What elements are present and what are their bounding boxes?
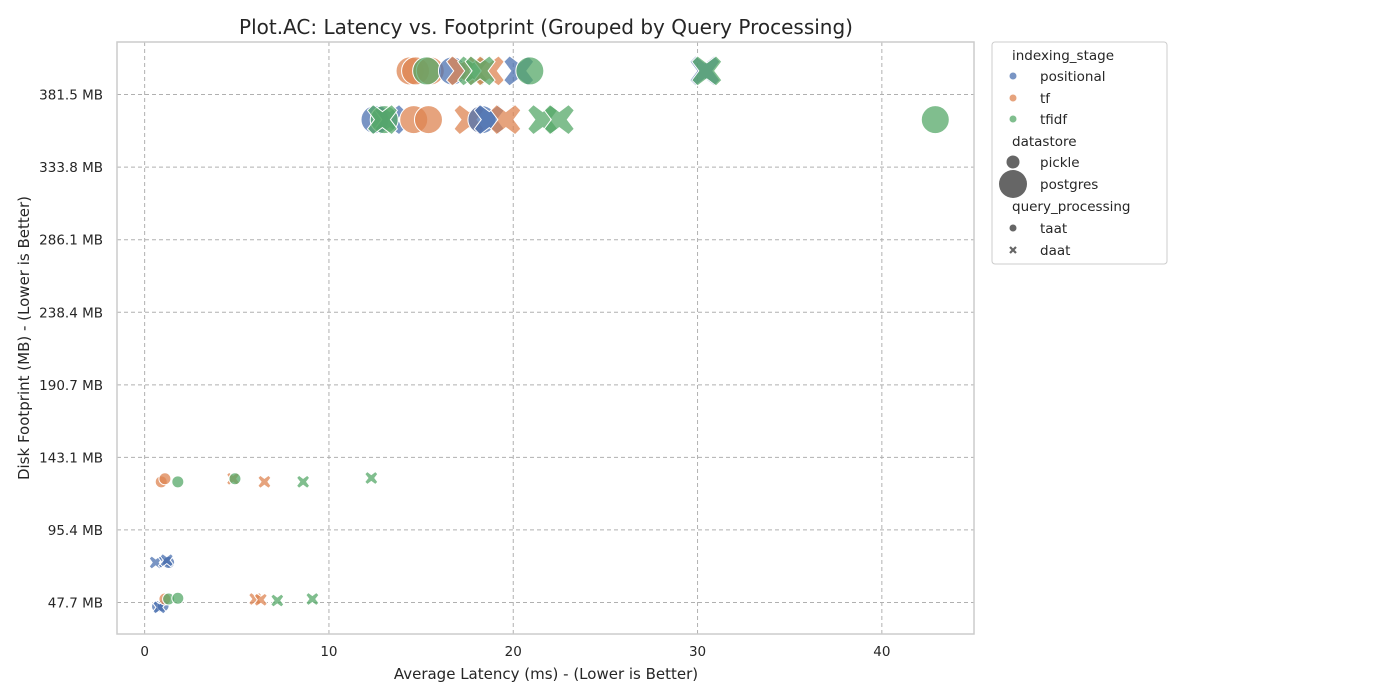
x-tick-label: 30 [689, 644, 706, 660]
legend-marker-postgres [999, 170, 1027, 198]
y-tick-label: 190.7 MB [39, 378, 103, 394]
y-axis-ticks: 47.7 MB 95.4 MB 143.1 MB 190.7 MB 238.4 MB 28… [39, 88, 103, 612]
legend-title-query-processing: query_processing [1012, 199, 1130, 215]
legend-marker-pickle [1006, 155, 1020, 169]
data-point [413, 105, 443, 135]
legend-label-daat: daat [1040, 243, 1070, 259]
legend-marker-daat [1009, 246, 1017, 254]
data-point [257, 474, 272, 489]
x-tick-label: 0 [140, 644, 149, 660]
plot-frame [116, 41, 975, 635]
data-point [253, 592, 268, 607]
y-tick-label: 286.1 MB [39, 233, 103, 249]
legend-label-taat: taat [1040, 221, 1067, 237]
legend-title-datastore: datastore [1012, 134, 1077, 150]
data-point [366, 103, 399, 136]
data-point [295, 474, 311, 489]
legend-label-positional: positional [1040, 69, 1106, 85]
x-tick-label: 10 [320, 644, 337, 660]
y-tick-label: 47.7 MB [48, 595, 103, 611]
y-tick-label: 95.4 MB [48, 523, 103, 539]
data-points [148, 55, 950, 615]
legend-label-pickle: pickle [1040, 155, 1080, 171]
data-point [543, 103, 575, 136]
chart-title: Plot.AC: Latency vs. Footprint (Grouped … [239, 15, 853, 39]
data-point [171, 475, 185, 489]
legend-label-tfidf: tfidf [1040, 112, 1068, 128]
y-tick-label: 333.8 MB [39, 160, 103, 176]
legend-box [991, 41, 1168, 265]
x-tick-label: 40 [873, 644, 890, 660]
legend-title-indexing-stage: indexing_stage [1012, 48, 1114, 64]
data-point [691, 55, 723, 87]
data-point [412, 56, 442, 86]
data-point [159, 553, 174, 568]
data-point [515, 56, 545, 86]
legend-marker-tf [1009, 94, 1017, 102]
data-point [158, 472, 172, 486]
legend-label-tf: tf [1040, 91, 1051, 107]
legend-marker-tfidf [1009, 115, 1017, 123]
x-tick-label: 20 [505, 644, 522, 660]
x-axis-label: Average Latency (ms) - (Lower is Better) [394, 665, 698, 683]
data-point [305, 591, 320, 607]
data-point [920, 105, 950, 135]
data-point [490, 103, 522, 136]
x-axis-ticks: 0 10 20 30 40 [140, 644, 890, 660]
y-tick-label: 143.1 MB [39, 450, 103, 466]
legend: indexing_stage positional tf tfidf datas… [991, 41, 1168, 265]
data-point [171, 591, 185, 605]
y-axis-label: Disk Footprint (MB) - (Lower is Better) [15, 196, 33, 480]
data-point [270, 593, 285, 608]
legend-marker-positional [1009, 72, 1017, 80]
y-tick-label: 238.4 MB [39, 305, 103, 321]
legend-label-postgres: postgres [1040, 177, 1098, 193]
data-point [464, 55, 496, 87]
legend-marker-taat [1009, 224, 1017, 232]
data-point [364, 470, 379, 486]
data-point [228, 472, 242, 486]
y-tick-label: 381.5 MB [39, 88, 103, 104]
